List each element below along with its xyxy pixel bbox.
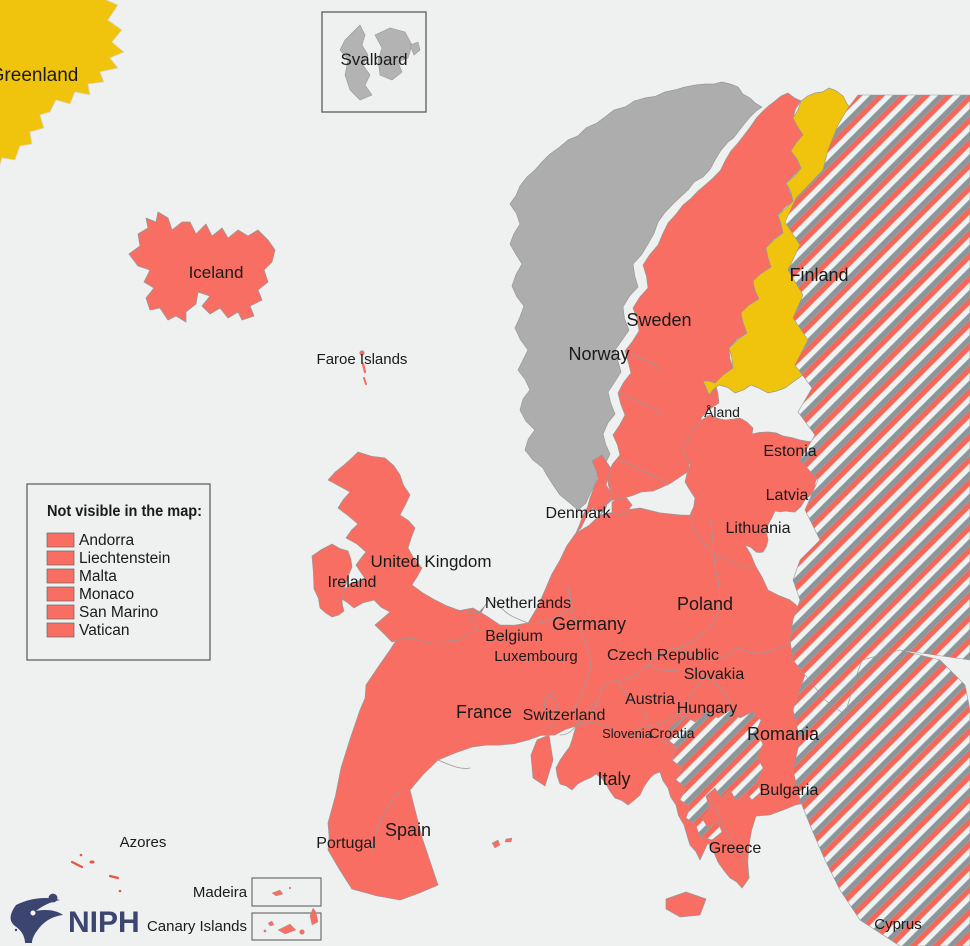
svg-text:Malta: Malta: [79, 568, 117, 585]
svg-text:Denmark: Denmark: [546, 505, 612, 522]
svg-text:Hungary: Hungary: [677, 700, 737, 717]
svg-text:Austria: Austria: [625, 691, 675, 708]
svg-text:Croatia: Croatia: [649, 725, 694, 741]
svg-text:Monaco: Monaco: [79, 586, 134, 603]
svg-text:Belgium: Belgium: [485, 628, 543, 645]
svg-text:Switzerland: Switzerland: [523, 707, 606, 724]
svg-text:Czech Republic: Czech Republic: [607, 647, 719, 664]
svg-text:Ireland: Ireland: [328, 574, 377, 591]
svg-text:Liechtenstein: Liechtenstein: [79, 550, 170, 567]
svg-text:NIPH: NIPH: [68, 906, 140, 939]
svg-text:Netherlands: Netherlands: [485, 595, 571, 612]
svg-text:Spain: Spain: [385, 820, 431, 840]
svg-text:Latvia: Latvia: [766, 487, 809, 504]
svg-text:Germany: Germany: [552, 614, 626, 634]
svg-text:Norway: Norway: [568, 344, 629, 364]
svg-text:Sweden: Sweden: [626, 310, 691, 330]
svg-text:Portugal: Portugal: [316, 835, 376, 852]
svg-text:Åland: Åland: [704, 404, 740, 420]
svg-text:Bulgaria: Bulgaria: [760, 782, 819, 799]
svg-text:Faroe Islands: Faroe Islands: [317, 351, 408, 368]
svg-text:United Kingdom: United Kingdom: [371, 552, 492, 571]
svg-text:San Marino: San Marino: [79, 604, 158, 621]
svg-text:Slovakia: Slovakia: [684, 666, 745, 683]
svg-text:Lithuania: Lithuania: [726, 520, 791, 537]
svg-text:Not visible in the map:: Not visible in the map:: [47, 503, 202, 520]
svg-text:Greenland: Greenland: [0, 65, 78, 86]
svg-text:Svalbard: Svalbard: [340, 50, 407, 69]
svg-text:Estonia: Estonia: [763, 443, 816, 460]
svg-text:Luxembourg: Luxembourg: [494, 648, 577, 665]
svg-text:Azores: Azores: [120, 834, 167, 851]
svg-text:Madeira: Madeira: [193, 884, 248, 901]
svg-text:Poland: Poland: [677, 594, 733, 614]
svg-text:Romania: Romania: [747, 724, 820, 744]
svg-text:France: France: [456, 702, 512, 722]
svg-text:Andorra: Andorra: [79, 532, 135, 549]
svg-text:Slovenia: Slovenia: [602, 726, 653, 741]
svg-text:Vatican: Vatican: [79, 622, 130, 639]
svg-text:Iceland: Iceland: [189, 263, 244, 282]
svg-text:Canary Islands: Canary Islands: [147, 918, 247, 935]
svg-text:Finland: Finland: [789, 265, 848, 285]
svg-text:Greece: Greece: [709, 840, 762, 857]
svg-text:Cyprus: Cyprus: [874, 916, 922, 933]
svg-text:Italy: Italy: [597, 769, 630, 789]
